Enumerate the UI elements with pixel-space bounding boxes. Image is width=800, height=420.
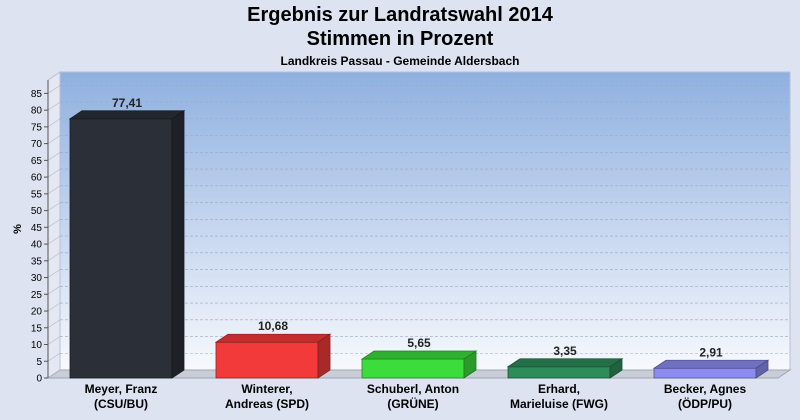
category-label: Winterer, (241, 382, 292, 396)
bar-side (463, 350, 477, 379)
gridline-depth (47, 185, 61, 195)
bar: 5,65 (360, 336, 478, 379)
y-axis: 0 5 10 15 20 25 30 35 40 45 50 55 60 65 70 75 80 85 (31, 80, 49, 385)
category-label: Becker, Agnes (664, 382, 747, 396)
y-tick-label: 15 (31, 323, 43, 334)
gridline-depth (47, 168, 61, 178)
y-tick-label: 50 (31, 206, 43, 217)
y-tick-label: 65 (31, 156, 43, 167)
gridline-depth (47, 286, 61, 295)
bar-front (507, 366, 611, 379)
gridline-depth (47, 336, 61, 345)
gridline-depth (47, 152, 61, 161)
y-tick-label: 45 (31, 223, 43, 234)
bar-side (609, 358, 623, 379)
y-tick-label: 55 (31, 189, 43, 200)
gridline-depth (47, 302, 61, 312)
y-axis-label: % (12, 224, 24, 234)
gridline-depth (47, 219, 61, 228)
bar-top (360, 350, 478, 360)
gridline-depth (47, 353, 61, 362)
bar-top (68, 110, 186, 120)
bar-top (506, 358, 624, 368)
y-tick-label: 25 (31, 290, 43, 301)
y-tick-label: 70 (31, 139, 43, 150)
gridline-depth (47, 118, 61, 128)
data-label: 77,41 (112, 96, 142, 110)
gridline-depth (47, 319, 61, 329)
data-label: 5,65 (407, 336, 431, 350)
y-tick-label: 35 (31, 256, 43, 267)
data-label: 3,35 (553, 344, 577, 358)
category-label: Marieluise (FWG) (510, 397, 608, 411)
category-label: Andreas (SPD) (225, 397, 309, 411)
gridline-depth (47, 202, 61, 211)
bar-side (171, 110, 185, 379)
bar-front (215, 341, 319, 379)
bars: 77,41 10,68 5,65 3,35 2,91 (68, 96, 770, 379)
bar-top (214, 333, 332, 343)
gridline-depth (47, 369, 61, 379)
chart-title: Ergebnis zur Landratswahl 2014 (247, 4, 553, 26)
y-tick-label: 85 (31, 89, 43, 100)
category-label: (CSU/BU) (94, 397, 148, 411)
bar-front (361, 358, 465, 379)
y-tick-label: 30 (31, 273, 43, 284)
category-label: Schuberl, Anton (367, 382, 459, 396)
x-axis: Meyer, Franz(CSU/BU) Winterer,Andreas (SP… (85, 382, 747, 411)
bar: 2,91 (652, 345, 770, 379)
chart-caption: Landkreis Passau - Gemeinde Aldersbach (280, 54, 520, 68)
plot-left-wall (47, 71, 61, 379)
gridline-depth (47, 85, 61, 94)
bar: 77,41 (68, 96, 186, 379)
y-tick-label: 80 (31, 106, 43, 117)
data-label: 2,91 (699, 345, 723, 359)
bar-top (652, 359, 770, 369)
y-tick-label: 60 (31, 173, 43, 184)
y-tick-label: 20 (31, 307, 43, 318)
gridline-depth (47, 101, 61, 111)
category-label: (GRÜNE) (387, 396, 438, 411)
gridline-depth (47, 252, 61, 262)
bar-front (653, 367, 757, 379)
gridline-depth (47, 135, 61, 144)
category-label: Meyer, Franz (85, 382, 158, 396)
bar: 10,68 (214, 319, 332, 379)
chart-subtitle: Stimmen in Prozent (306, 28, 494, 50)
y-tick-label: 0 (36, 374, 42, 385)
bar: 3,35 (506, 344, 624, 379)
gridline-depth (47, 235, 61, 245)
data-label: 10,68 (258, 319, 288, 333)
y-tick-label: 10 (31, 340, 43, 351)
category-label: Erhard, (538, 382, 580, 396)
bar-side (317, 333, 331, 379)
gridline-depth (47, 269, 61, 278)
y-tick-label: 75 (31, 122, 43, 133)
y-tick-label: 5 (36, 357, 42, 368)
bar-side (755, 359, 769, 379)
bar-front (69, 118, 173, 379)
category-label: (ÖDP/PU) (678, 396, 732, 411)
y-tick-label: 40 (31, 240, 43, 251)
